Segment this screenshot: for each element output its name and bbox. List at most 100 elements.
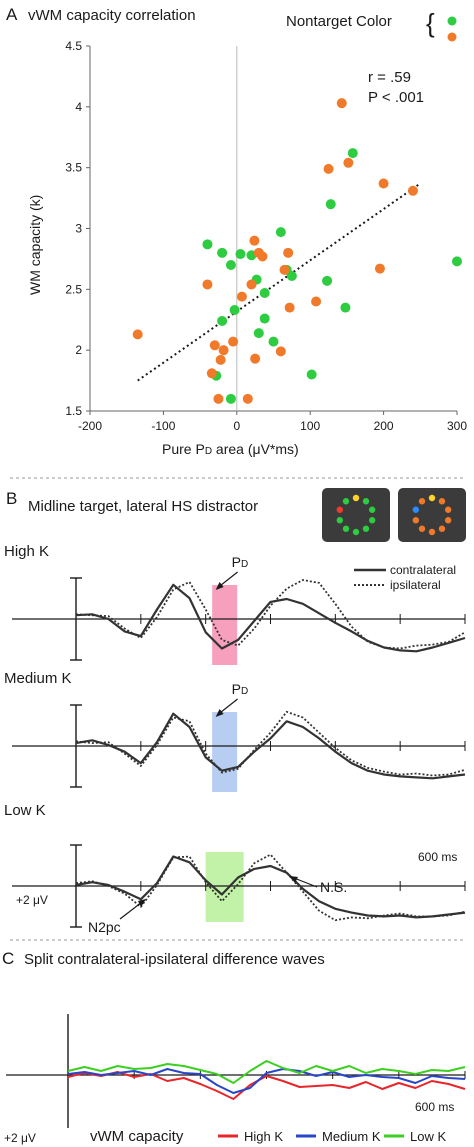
data-point-orange (279, 264, 290, 275)
data-point-green (259, 287, 270, 298)
x-axis-label: Pure PD area (μV*ms) (162, 441, 299, 457)
legend-b: contralateral ipsilateral (354, 563, 456, 592)
diff-wave-high-k (67, 1071, 466, 1100)
y-tick-label: 4 (75, 100, 82, 114)
data-point-orange (249, 235, 260, 246)
data-point-orange (236, 291, 247, 302)
data-point-orange (202, 279, 213, 290)
data-point-green (225, 393, 236, 404)
erp-row-label: Medium K (4, 670, 72, 687)
data-point-green (259, 313, 270, 324)
legend-swatch-green (447, 16, 457, 26)
data-point-green (275, 227, 286, 238)
stimulus-dot (336, 506, 344, 513)
panel-a: A vWM capacity correlation Nontarget Col… (6, 5, 467, 457)
c-amplitude-scale: +2 μV (4, 1131, 36, 1145)
data-point-green (286, 270, 297, 281)
component-label-main: P (232, 681, 241, 697)
legend-brace-icon: { (426, 8, 435, 38)
stat-r: r = .59 (368, 69, 411, 86)
wave-contralateral (75, 712, 466, 780)
wave-contralateral (75, 855, 466, 919)
erp-row-low-k: Low K N2pc (4, 802, 466, 935)
x-tick-label: -100 (151, 419, 175, 433)
stat-p: P < .001 (368, 89, 424, 106)
y-tick-label: 3 (75, 222, 82, 236)
ns-arrow-head (290, 876, 298, 883)
b-amplitude-scale: +2 μV (16, 893, 48, 907)
diff-wave-low-k (67, 1060, 466, 1084)
stimulus-dot (336, 517, 344, 524)
x-tick-label: 300 (447, 419, 467, 433)
data-point-green (452, 256, 462, 267)
axis-ticks: -200 -100 0 100 200 300 1.5 2 2.5 3 3.5 4 4.5 (65, 39, 467, 433)
x-tick-label: 100 (300, 419, 320, 433)
component-window (212, 585, 238, 665)
stimulus-dot (412, 517, 420, 524)
x-axis-label-main: Pure P (162, 441, 205, 457)
data-point-orange (343, 157, 354, 168)
data-point-orange (228, 336, 239, 347)
data-point-orange (374, 263, 385, 274)
data-point-green (253, 328, 264, 339)
data-point-orange (215, 354, 226, 365)
data-point-orange (336, 98, 347, 109)
component-label-sub: D (241, 559, 248, 570)
data-point-orange (213, 393, 224, 404)
x-tick-label: 0 (233, 419, 240, 433)
data-point-green (268, 336, 279, 347)
erp-row-label: Low K (4, 802, 46, 819)
component-label: N2pc (88, 919, 121, 935)
component-arrow-head (215, 709, 224, 717)
legend-ipsilateral: ipsilateral (390, 578, 441, 592)
component-label: PD (232, 554, 249, 570)
stimulus-dot (412, 506, 420, 513)
data-point-orange (275, 346, 286, 357)
data-point-orange (250, 353, 261, 364)
data-point-orange (257, 251, 268, 262)
stimulus-dot (438, 525, 446, 532)
component-arrow (218, 698, 238, 715)
data-point-orange (283, 247, 294, 258)
stimulus-dot (342, 498, 350, 505)
stimulus-dot (444, 506, 452, 513)
c-legend: High K Medium K Low K (218, 1129, 446, 1144)
c-legend-entry: Medium K (322, 1129, 381, 1144)
ns-label: N.S. (320, 879, 347, 895)
panel-a-title: vWM capacity correlation (28, 7, 196, 24)
component-label-main: P (232, 554, 241, 570)
panel-b: B Midline target, lateral HS distractor … (4, 488, 466, 935)
stimulus-dot (428, 528, 436, 536)
stimulus-dot (368, 506, 376, 513)
x-axis-label-rest: area (μV*ms) (212, 441, 299, 457)
stimulus-box-1 (322, 488, 390, 542)
component-window (205, 852, 244, 922)
data-point-green (347, 148, 358, 159)
y-tick-label: 3.5 (65, 161, 82, 175)
data-point-green (229, 305, 240, 316)
legend-swatch-orange (447, 32, 457, 42)
data-point-orange (132, 329, 143, 340)
wave-ipsilateral (75, 710, 466, 777)
erp-row-label: High K (4, 543, 49, 560)
component-arrow-head (215, 582, 224, 590)
component-arrow (119, 901, 143, 920)
stimulus-dot (362, 525, 370, 532)
data-point-green (306, 369, 317, 380)
ns-arrow (293, 877, 318, 888)
data-point-orange (407, 185, 418, 196)
stimulus-items-1 (336, 494, 376, 536)
data-point-orange (378, 178, 389, 189)
erp-row-medium-k: Medium K PD (4, 670, 466, 792)
diff-wave-medium-k (67, 1068, 466, 1094)
data-point-green (202, 239, 213, 250)
data-point-green (217, 247, 228, 258)
component-arrow-head (138, 899, 146, 907)
c-time-scale: 600 ms (415, 1100, 454, 1114)
stimulus-dot (368, 517, 376, 524)
data-point-green (217, 315, 228, 326)
stimulus-box-2 (398, 488, 466, 542)
stimulus-dot (444, 517, 452, 524)
